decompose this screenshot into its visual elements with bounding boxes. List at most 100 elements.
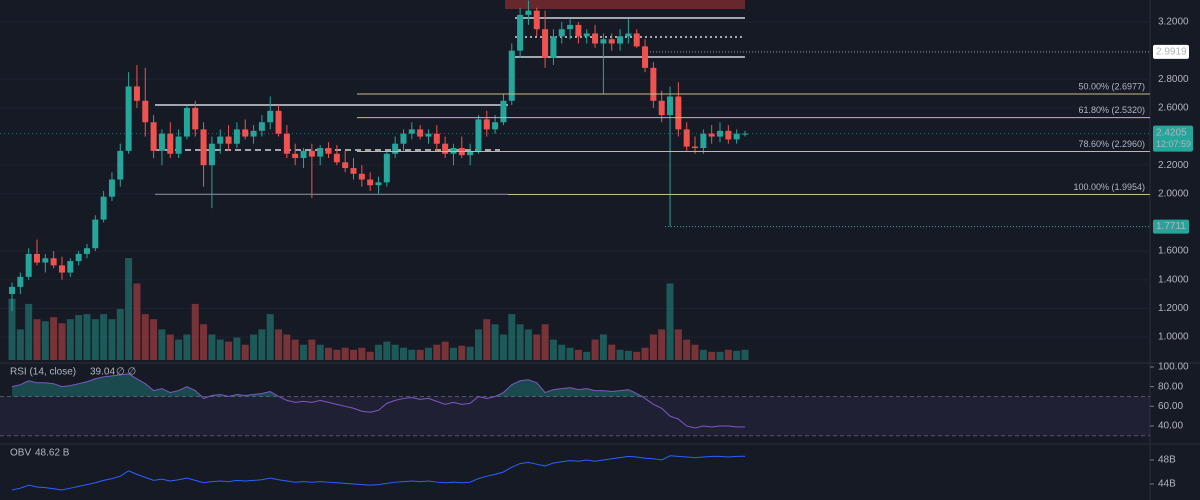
candle-body [342,162,349,169]
candle-body [150,122,157,151]
volume-bar [449,347,457,360]
volume-bar [266,314,274,360]
obv-line [11,455,746,491]
candle-body [558,29,565,37]
volume-bar [183,334,191,360]
volume-bar [258,329,266,360]
candle-body [408,129,415,134]
candle-body [617,36,624,44]
volume-bar [100,314,108,360]
candle-body [333,153,340,163]
candle-body [275,110,282,134]
candle-body [225,136,232,144]
rsi-title: RSI (14, close) [10,367,76,378]
volume-bar [583,351,591,360]
volume-bar [466,346,474,360]
fib-label: 100.00% (1.9954) [1073,182,1145,192]
volume-bar [474,329,482,360]
candle-body [525,10,532,15]
candle-body [208,143,215,166]
candle-body [300,150,307,159]
volume-bar [558,344,566,360]
candle-body [392,143,399,154]
price-tag-label: 2.9919 [1156,46,1187,57]
candle-body [142,100,149,123]
candle-body [267,110,274,123]
y-tick-label: 2.8000 [1158,74,1189,85]
volume-bar [50,317,58,360]
volume-bar [483,319,491,360]
volume-bar [491,324,499,360]
volume-bar [683,339,691,360]
candle-body [575,24,582,37]
candle-body [242,129,249,137]
rsi-tick-label: 100.00 [1158,362,1189,373]
volume-bar [391,344,399,360]
candle-body [217,136,224,144]
volume-bar [499,334,507,360]
volume-bar [200,324,208,360]
candle-body [533,10,540,30]
candle-body [567,24,574,30]
volume-bar [175,339,183,360]
obv-value: 48.62 B [35,448,70,459]
candle-body [375,182,382,186]
candle-body [692,146,699,149]
candle-body [367,179,374,186]
volume-bar [233,337,241,360]
candle-body [467,150,474,156]
rsi-value: 39.04 [90,367,115,378]
rsi-tick-label: 60.00 [1158,401,1183,412]
volume-bar [508,314,516,360]
obv-title: OBV [10,448,31,459]
volume-bar [641,347,649,360]
volume-bar [166,334,174,360]
volume-bar [541,324,549,360]
candle-body [183,107,190,137]
volume-bar [150,319,158,360]
volume-bar [399,347,407,360]
volume-bar [125,258,133,360]
candle-body [400,133,407,144]
volume-bar [716,351,724,360]
volume-bar [333,349,341,360]
candle-body [258,122,265,131]
volume-bar [291,339,299,360]
volume-bar [383,341,391,360]
volume-bar [649,334,657,360]
candle-body [475,119,482,151]
y-tick-label: 1.0000 [1158,332,1189,343]
candle-body [175,136,182,154]
obv-tick-label: 48B [1158,455,1176,466]
volume-bar [533,334,541,360]
volume-bar [358,347,366,360]
volume-bar [83,314,91,360]
volume-bar [283,334,291,360]
candle-body [650,67,657,101]
volume-bar [458,345,466,360]
candle-body [508,50,515,101]
volume-bar [241,344,249,360]
candle-body [592,33,599,44]
volume-bar [350,349,358,360]
candle-body [658,100,665,116]
candle-body [625,33,632,37]
y-tick-label: 2.2000 [1158,160,1189,171]
candle-body [642,46,649,68]
volume-bar [308,339,316,360]
volume-bar [25,303,33,360]
candle-body [25,253,32,277]
volume-bar [8,298,16,360]
fib-label: 61.80% (2.5320) [1078,105,1145,115]
volume-bar [375,344,382,360]
y-tick-label: 1.2000 [1158,303,1189,314]
volume-bar [108,319,116,360]
candle-body [725,130,732,140]
y-tick-label: 2.6000 [1158,103,1189,114]
rsi-tick-label: 80.00 [1158,381,1183,392]
volume-bar [158,329,166,360]
volume-bar [699,349,707,360]
volume-bar [33,319,41,360]
volume-bar [408,349,416,360]
